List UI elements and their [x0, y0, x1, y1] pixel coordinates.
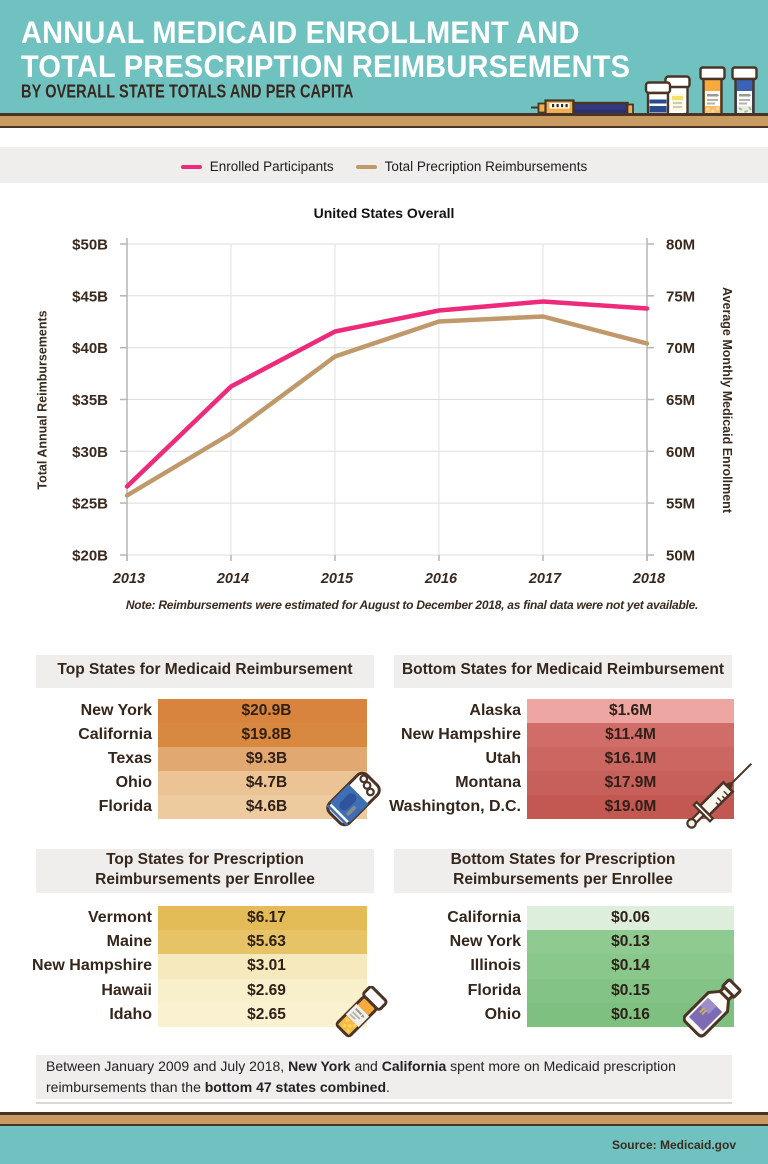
svg-text:50M: 50M: [666, 548, 695, 565]
svg-text:$30B: $30B: [72, 444, 108, 461]
svg-text:80M: 80M: [666, 237, 695, 254]
svg-text:$40B: $40B: [72, 340, 108, 357]
svg-text:2015: 2015: [320, 571, 354, 587]
svg-text:75M: 75M: [666, 288, 695, 305]
svg-text:70M: 70M: [666, 340, 695, 357]
svg-text:United States Overall: United States Overall: [314, 205, 455, 221]
svg-text:Total Annual Reimbursements: Total Annual Reimbursements: [36, 310, 50, 489]
svg-text:2017: 2017: [528, 571, 562, 587]
svg-text:65M: 65M: [666, 392, 695, 409]
svg-text:Average Monthly Medicaid Enrol: Average Monthly Medicaid Enrollment: [720, 287, 734, 514]
svg-text:$50B: $50B: [72, 237, 108, 254]
svg-text:2014: 2014: [216, 571, 249, 587]
svg-text:$45B: $45B: [72, 288, 108, 305]
svg-text:$20B: $20B: [72, 548, 108, 565]
svg-text:2013: 2013: [112, 571, 145, 587]
svg-text:60M: 60M: [666, 444, 695, 461]
svg-text:$35B: $35B: [72, 392, 108, 409]
svg-text:55M: 55M: [666, 496, 695, 513]
svg-text:2018: 2018: [632, 571, 666, 587]
svg-text:$25B: $25B: [72, 496, 108, 513]
svg-text:2016: 2016: [424, 571, 458, 587]
